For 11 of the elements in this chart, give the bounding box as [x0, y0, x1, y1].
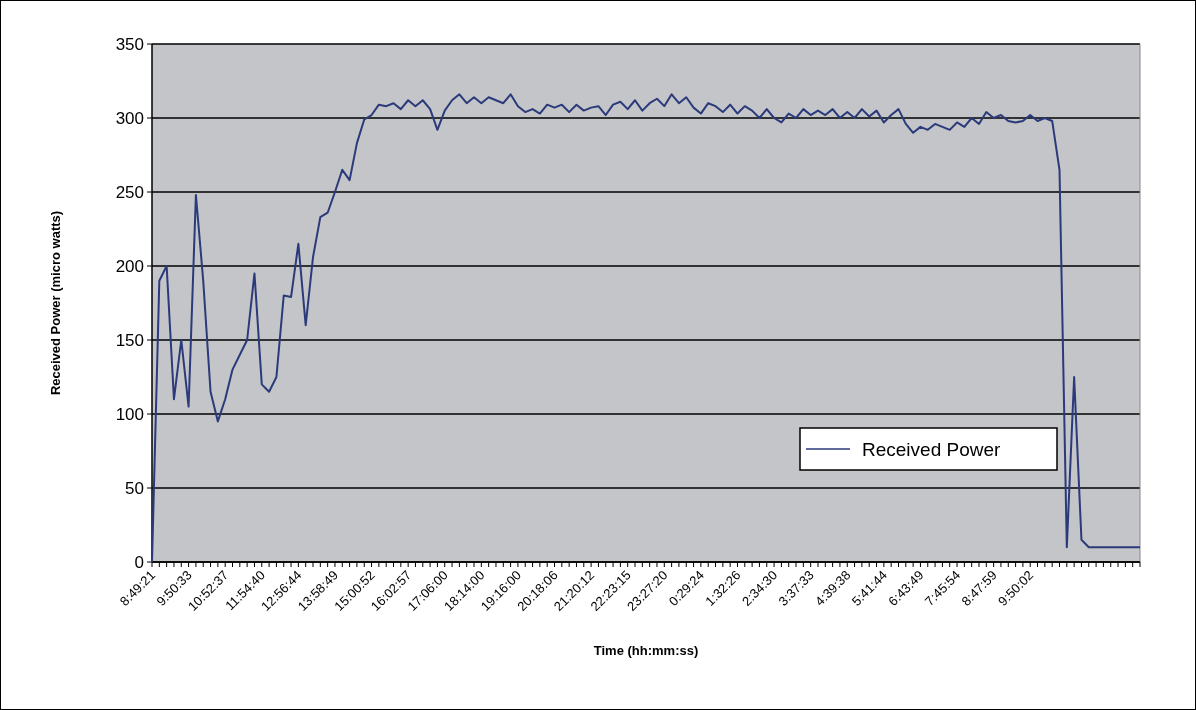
y-tick-label: 200 — [115, 256, 144, 276]
legend-label: Received Power — [862, 438, 1002, 460]
y-axis-title: Received Power (micro watts) — [48, 210, 63, 396]
y-tick-label: 350 — [115, 34, 144, 54]
y-tick-label: 100 — [115, 404, 144, 424]
y-tick-label: 50 — [125, 478, 144, 498]
y-tick-label: 150 — [115, 330, 144, 350]
x-axis-title: Time (hh:mm:ss) — [593, 643, 699, 658]
y-tick-label: 250 — [115, 182, 144, 202]
y-tick-label: 300 — [115, 108, 144, 128]
y-tick-label: 0 — [134, 552, 144, 572]
